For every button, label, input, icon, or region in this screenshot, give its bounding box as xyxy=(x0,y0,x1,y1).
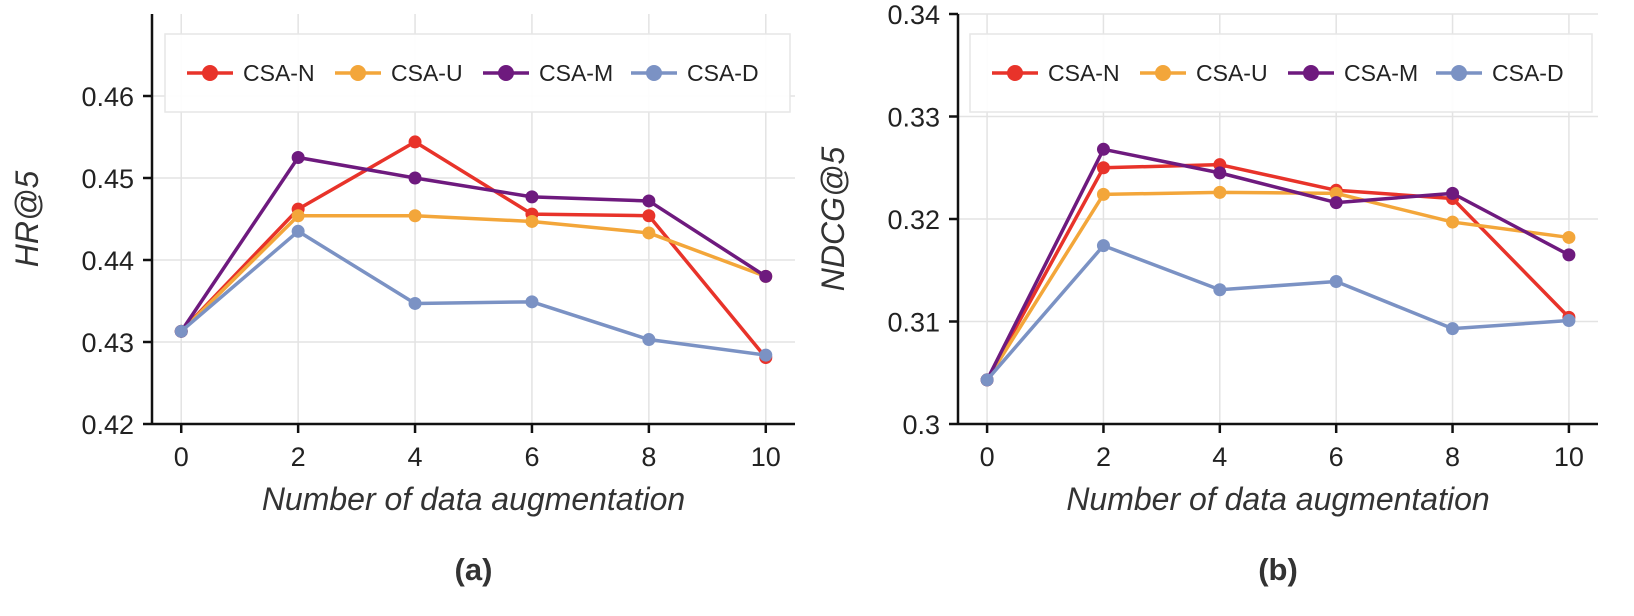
y-tick-label: 0.34 xyxy=(887,0,940,30)
y-tick-label: 0.31 xyxy=(887,308,940,338)
series-line xyxy=(985,162,1571,381)
series-line xyxy=(179,140,768,359)
legend-swatch-marker xyxy=(1007,65,1023,81)
data-point xyxy=(408,171,422,185)
data-point xyxy=(1446,322,1460,336)
data-point xyxy=(1562,248,1576,262)
x-tick-label: 4 xyxy=(408,442,423,472)
data-point xyxy=(1562,313,1576,327)
data-point xyxy=(1446,186,1460,200)
data-point xyxy=(525,295,539,309)
series-line xyxy=(985,147,1570,381)
y-tick-label: 0.3 xyxy=(902,410,940,440)
y-tick-label: 0.32 xyxy=(887,205,940,235)
panel-caption: (a) xyxy=(455,552,493,587)
legend-label: CSA-U xyxy=(1196,60,1268,86)
series-line xyxy=(179,155,767,333)
legend-box xyxy=(164,33,791,113)
data-point xyxy=(642,209,656,223)
legend: CSA-N CSA-U CSA-M CSA-D xyxy=(969,33,1593,113)
y-axis-label: HR@5 xyxy=(9,171,45,268)
series-csa-u xyxy=(980,185,1576,387)
data-point xyxy=(408,296,422,310)
data-point xyxy=(525,190,539,204)
y-tick-label: 0.43 xyxy=(81,328,134,358)
series-line xyxy=(985,190,1570,381)
x-tick-label: 10 xyxy=(751,442,781,472)
panel-caption: (b) xyxy=(1258,552,1298,587)
series-line xyxy=(180,229,767,357)
x-axis-label: Number of data augmentation xyxy=(262,481,685,517)
data-point xyxy=(642,194,656,208)
data-point xyxy=(1096,187,1110,201)
x-axis-label: Number of data augmentation xyxy=(1066,481,1489,517)
data-point xyxy=(408,135,422,149)
data-point xyxy=(642,226,656,240)
data-point xyxy=(642,333,656,347)
y-axis-label: NDCG@5 xyxy=(815,147,851,292)
data-point xyxy=(1329,275,1343,289)
legend-swatch-marker xyxy=(350,65,366,81)
data-point xyxy=(1096,161,1110,175)
x-tick-label: 0 xyxy=(980,442,995,472)
x-tick-label: 6 xyxy=(524,442,539,472)
legend-label: CSA-M xyxy=(1344,60,1418,86)
y-tick-label: 0.42 xyxy=(81,410,134,440)
data-point xyxy=(291,151,305,164)
legend-swatch-marker xyxy=(202,65,218,81)
legend-label: CSA-D xyxy=(1492,60,1564,86)
legend-label: CSA-D xyxy=(687,60,759,86)
legend-swatch-marker xyxy=(498,65,514,81)
data-point xyxy=(291,209,305,223)
legend-label: CSA-N xyxy=(1048,60,1120,86)
data-point xyxy=(980,373,994,387)
data-point xyxy=(1562,230,1576,244)
y-tick-label: 0.46 xyxy=(81,82,134,112)
legend-swatch-marker xyxy=(646,65,662,81)
legend-swatch-marker xyxy=(1451,65,1467,81)
data-point xyxy=(1329,196,1343,210)
x-tick-label: 6 xyxy=(1329,442,1344,472)
legend-swatch-marker xyxy=(1303,65,1319,81)
data-point xyxy=(759,348,773,362)
legend-label: CSA-U xyxy=(391,60,463,86)
x-tick-label: 4 xyxy=(1212,442,1227,472)
legend-swatch-marker xyxy=(1155,65,1171,81)
data-point xyxy=(1329,186,1343,200)
series-csa-d xyxy=(980,239,1576,387)
series-line xyxy=(179,213,767,333)
data-point xyxy=(1096,239,1110,253)
y-tick-label: 0.45 xyxy=(81,164,134,194)
legend-label: CSA-M xyxy=(539,60,613,86)
data-point xyxy=(1446,215,1460,229)
data-point xyxy=(525,214,539,228)
data-point xyxy=(291,224,305,238)
series-csa-d xyxy=(174,224,773,362)
series-csa-m xyxy=(980,142,1576,387)
y-tick-label: 0.44 xyxy=(81,246,134,276)
data-point xyxy=(408,209,422,223)
series-line xyxy=(985,243,1570,382)
legend-label: CSA-N xyxy=(243,60,315,86)
data-point xyxy=(1213,166,1227,180)
data-point xyxy=(1213,185,1227,199)
data-point xyxy=(174,324,188,338)
data-point xyxy=(759,269,773,283)
x-tick-label: 8 xyxy=(1445,442,1460,472)
x-tick-label: 0 xyxy=(174,442,189,472)
x-tick-label: 8 xyxy=(641,442,656,472)
legend-box xyxy=(969,33,1593,113)
series-csa-u xyxy=(174,209,773,338)
x-tick-label: 2 xyxy=(291,442,306,472)
data-point xyxy=(1096,142,1110,156)
data-point xyxy=(1213,283,1227,297)
legend: CSA-N CSA-U CSA-M CSA-D xyxy=(164,33,791,113)
x-tick-label: 10 xyxy=(1554,442,1584,472)
x-tick-label: 2 xyxy=(1096,442,1111,472)
y-tick-label: 0.33 xyxy=(887,103,940,133)
